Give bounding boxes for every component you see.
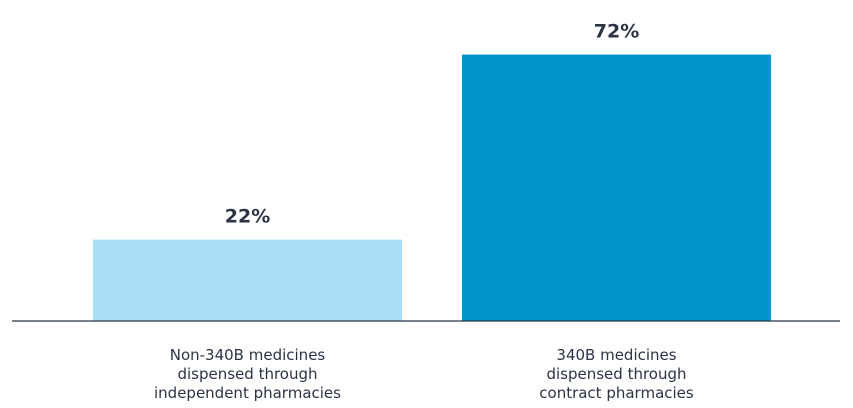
category-label-1-line-3: independent pharmacies	[154, 384, 341, 402]
category-label-1-line-1: Non-340B medicines	[170, 346, 326, 364]
bars-group	[93, 54, 771, 321]
bar-value-label-2: 72%	[594, 21, 639, 43]
category-label-2-line-1: 340B medicines	[556, 346, 676, 364]
bar-value-label-1: 22%	[225, 206, 270, 228]
bar-2	[462, 54, 771, 321]
value-labels-group: 22% 72%	[225, 21, 639, 228]
category-label-1-line-2: dispensed through	[177, 365, 317, 383]
bar-1	[93, 239, 402, 321]
category-label-2-line-2: dispensed through	[546, 365, 686, 383]
category-label-2-line-3: contract pharmacies	[539, 384, 694, 402]
